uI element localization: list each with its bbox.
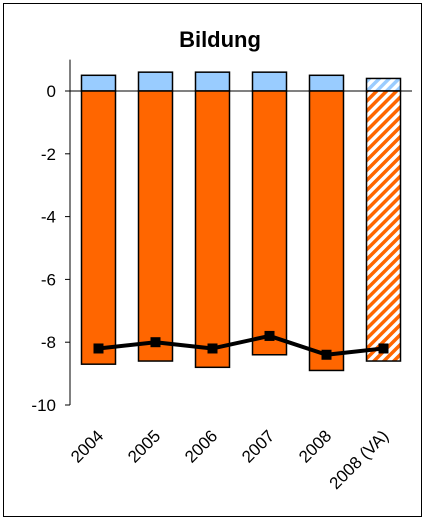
y-tick-label: 0	[47, 82, 56, 101]
bar-series-2-4	[308, 90, 345, 372]
line-marker-2	[207, 343, 218, 354]
bar-series-2-5	[365, 90, 402, 362]
y-tick-label: -10	[31, 396, 56, 415]
line-marker-0	[93, 343, 104, 354]
y-tick-label: -2	[41, 145, 56, 164]
bar-series-2-2	[194, 90, 231, 369]
y-tick-label: -6	[41, 270, 56, 289]
bar-series-1-4	[308, 74, 345, 92]
bar-series-2-0	[80, 90, 117, 365]
bar-series-1-5	[365, 77, 402, 92]
chart-title: Bildung	[179, 27, 261, 52]
line-series-1	[98, 333, 384, 357]
y-tick-label: -4	[41, 208, 56, 227]
x-tick-label: 2007	[238, 426, 278, 466]
bar-series-1-2	[194, 71, 231, 92]
line-marker-5	[378, 343, 389, 354]
line-marker-1	[150, 337, 161, 348]
line-marker-3	[264, 330, 275, 341]
bar-series-2-1	[137, 90, 174, 362]
line-marker-4	[321, 349, 332, 360]
x-tick-label: 2008	[295, 426, 335, 466]
bar-series-1-1	[137, 71, 174, 92]
x-tick-label: 2006	[181, 426, 221, 466]
bar-series-1-0	[80, 74, 117, 92]
y-tick-label: -8	[41, 333, 56, 352]
x-tick-label: 2004	[67, 426, 107, 466]
x-tick-label: 2005	[124, 426, 164, 466]
bar-series-1-3	[251, 71, 288, 92]
bar-series-2-3	[251, 90, 288, 356]
x-tick-label: 2008 (VA)	[326, 426, 393, 493]
